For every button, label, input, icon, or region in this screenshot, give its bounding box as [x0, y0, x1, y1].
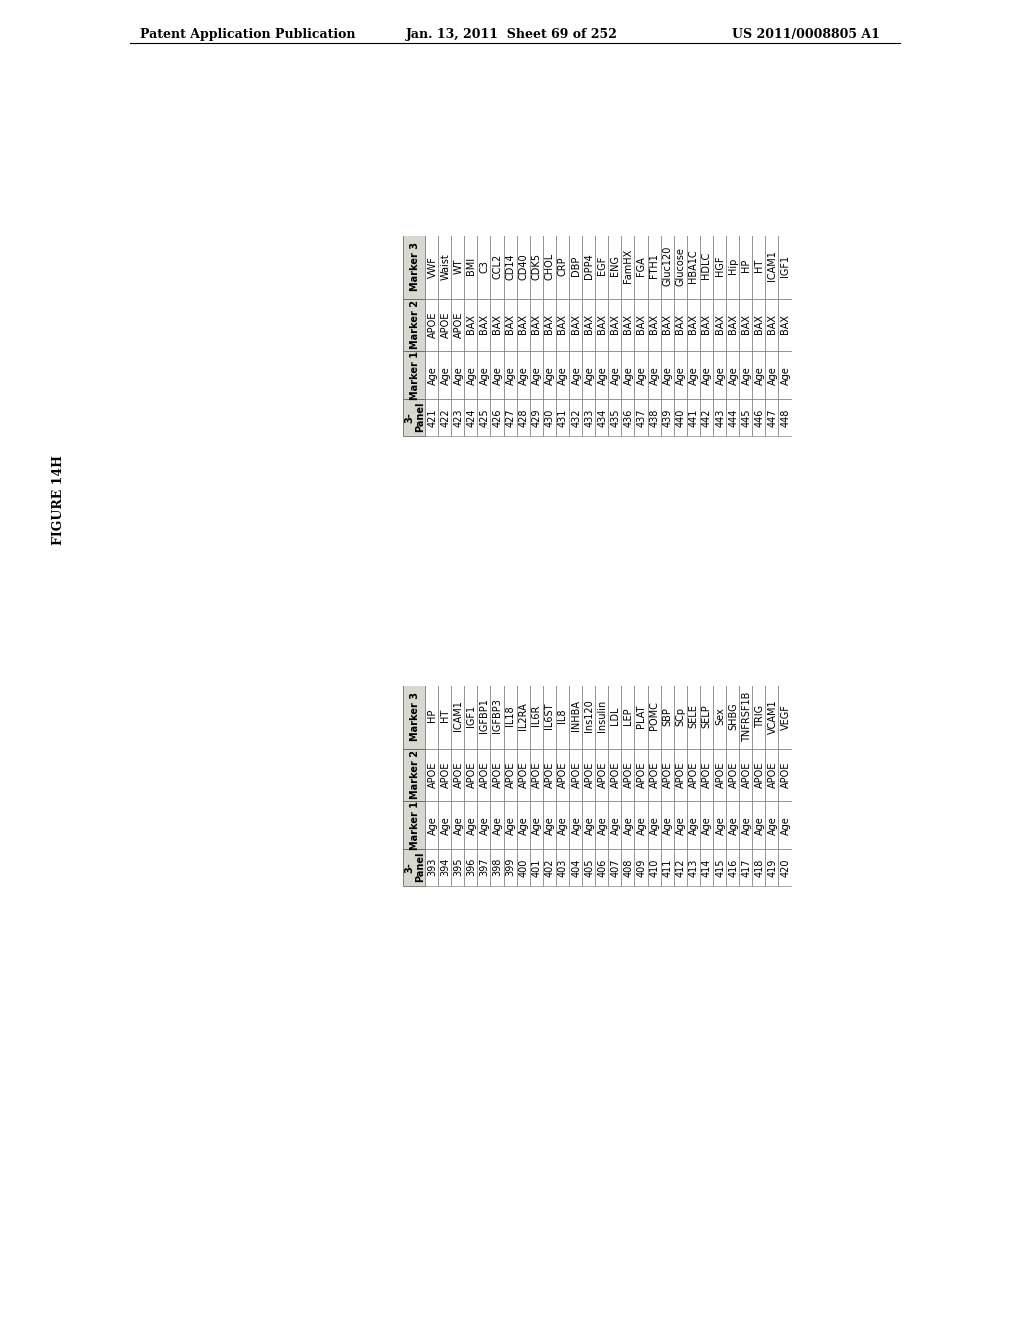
Text: Patent Application Publication: Patent Application Publication	[140, 28, 355, 41]
Text: US 2011/0008805 A1: US 2011/0008805 A1	[732, 28, 880, 41]
Text: FIGURE 14H: FIGURE 14H	[51, 455, 65, 545]
Text: Jan. 13, 2011  Sheet 69 of 252: Jan. 13, 2011 Sheet 69 of 252	[407, 28, 617, 41]
